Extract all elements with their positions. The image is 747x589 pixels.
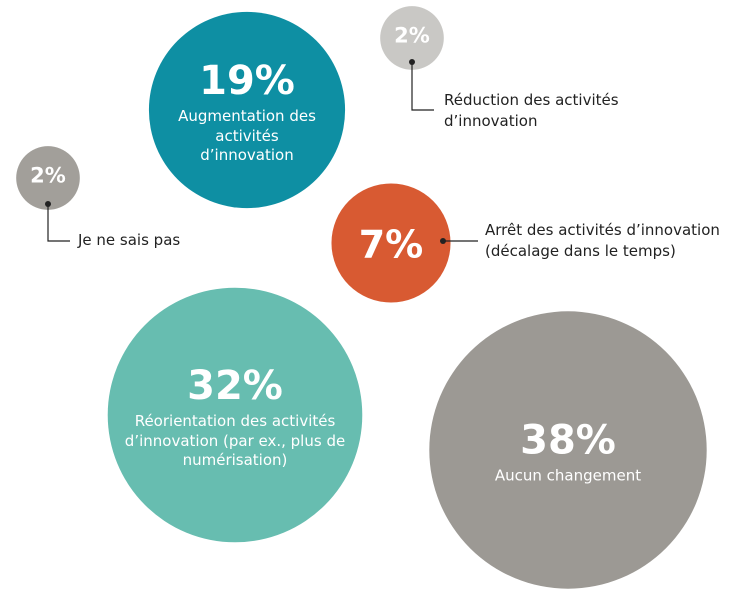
leader-dot [409,59,415,65]
category-label: Augmentation des activités d’innovation [178,106,316,164]
leader-line [411,62,434,111]
value-label: 19% [199,57,295,104]
bubble [148,11,346,209]
category-label: Arrêt des activités d’innovation (décala… [485,221,720,260]
value-label: 2% [30,163,66,188]
leader-dot [440,238,446,244]
value-label: 38% [520,417,616,464]
category-label: Aucun changement [494,466,642,485]
bubble-label: 19% Augmentation des activités d’innovati… [177,55,317,166]
bubble-label: 32% Réorientation des activités d’innovat… [120,360,350,471]
category-label: Je ne sais pas [78,231,181,249]
bubble [16,146,80,210]
leader-dot [45,201,51,207]
value-label: 2% [394,23,430,48]
category-label: Réorientation des activités d’innovation… [124,411,346,469]
bubble [380,6,444,70]
value-label: 7% [358,222,424,267]
bubble-label: 38% Aucun changement [458,414,678,486]
bubble [429,311,707,589]
leader-line [47,204,70,242]
bubble [107,287,363,543]
category-label: Réduction des activités d’innovation [444,91,619,130]
bubble [331,183,451,303]
value-label: 32% [187,362,283,409]
